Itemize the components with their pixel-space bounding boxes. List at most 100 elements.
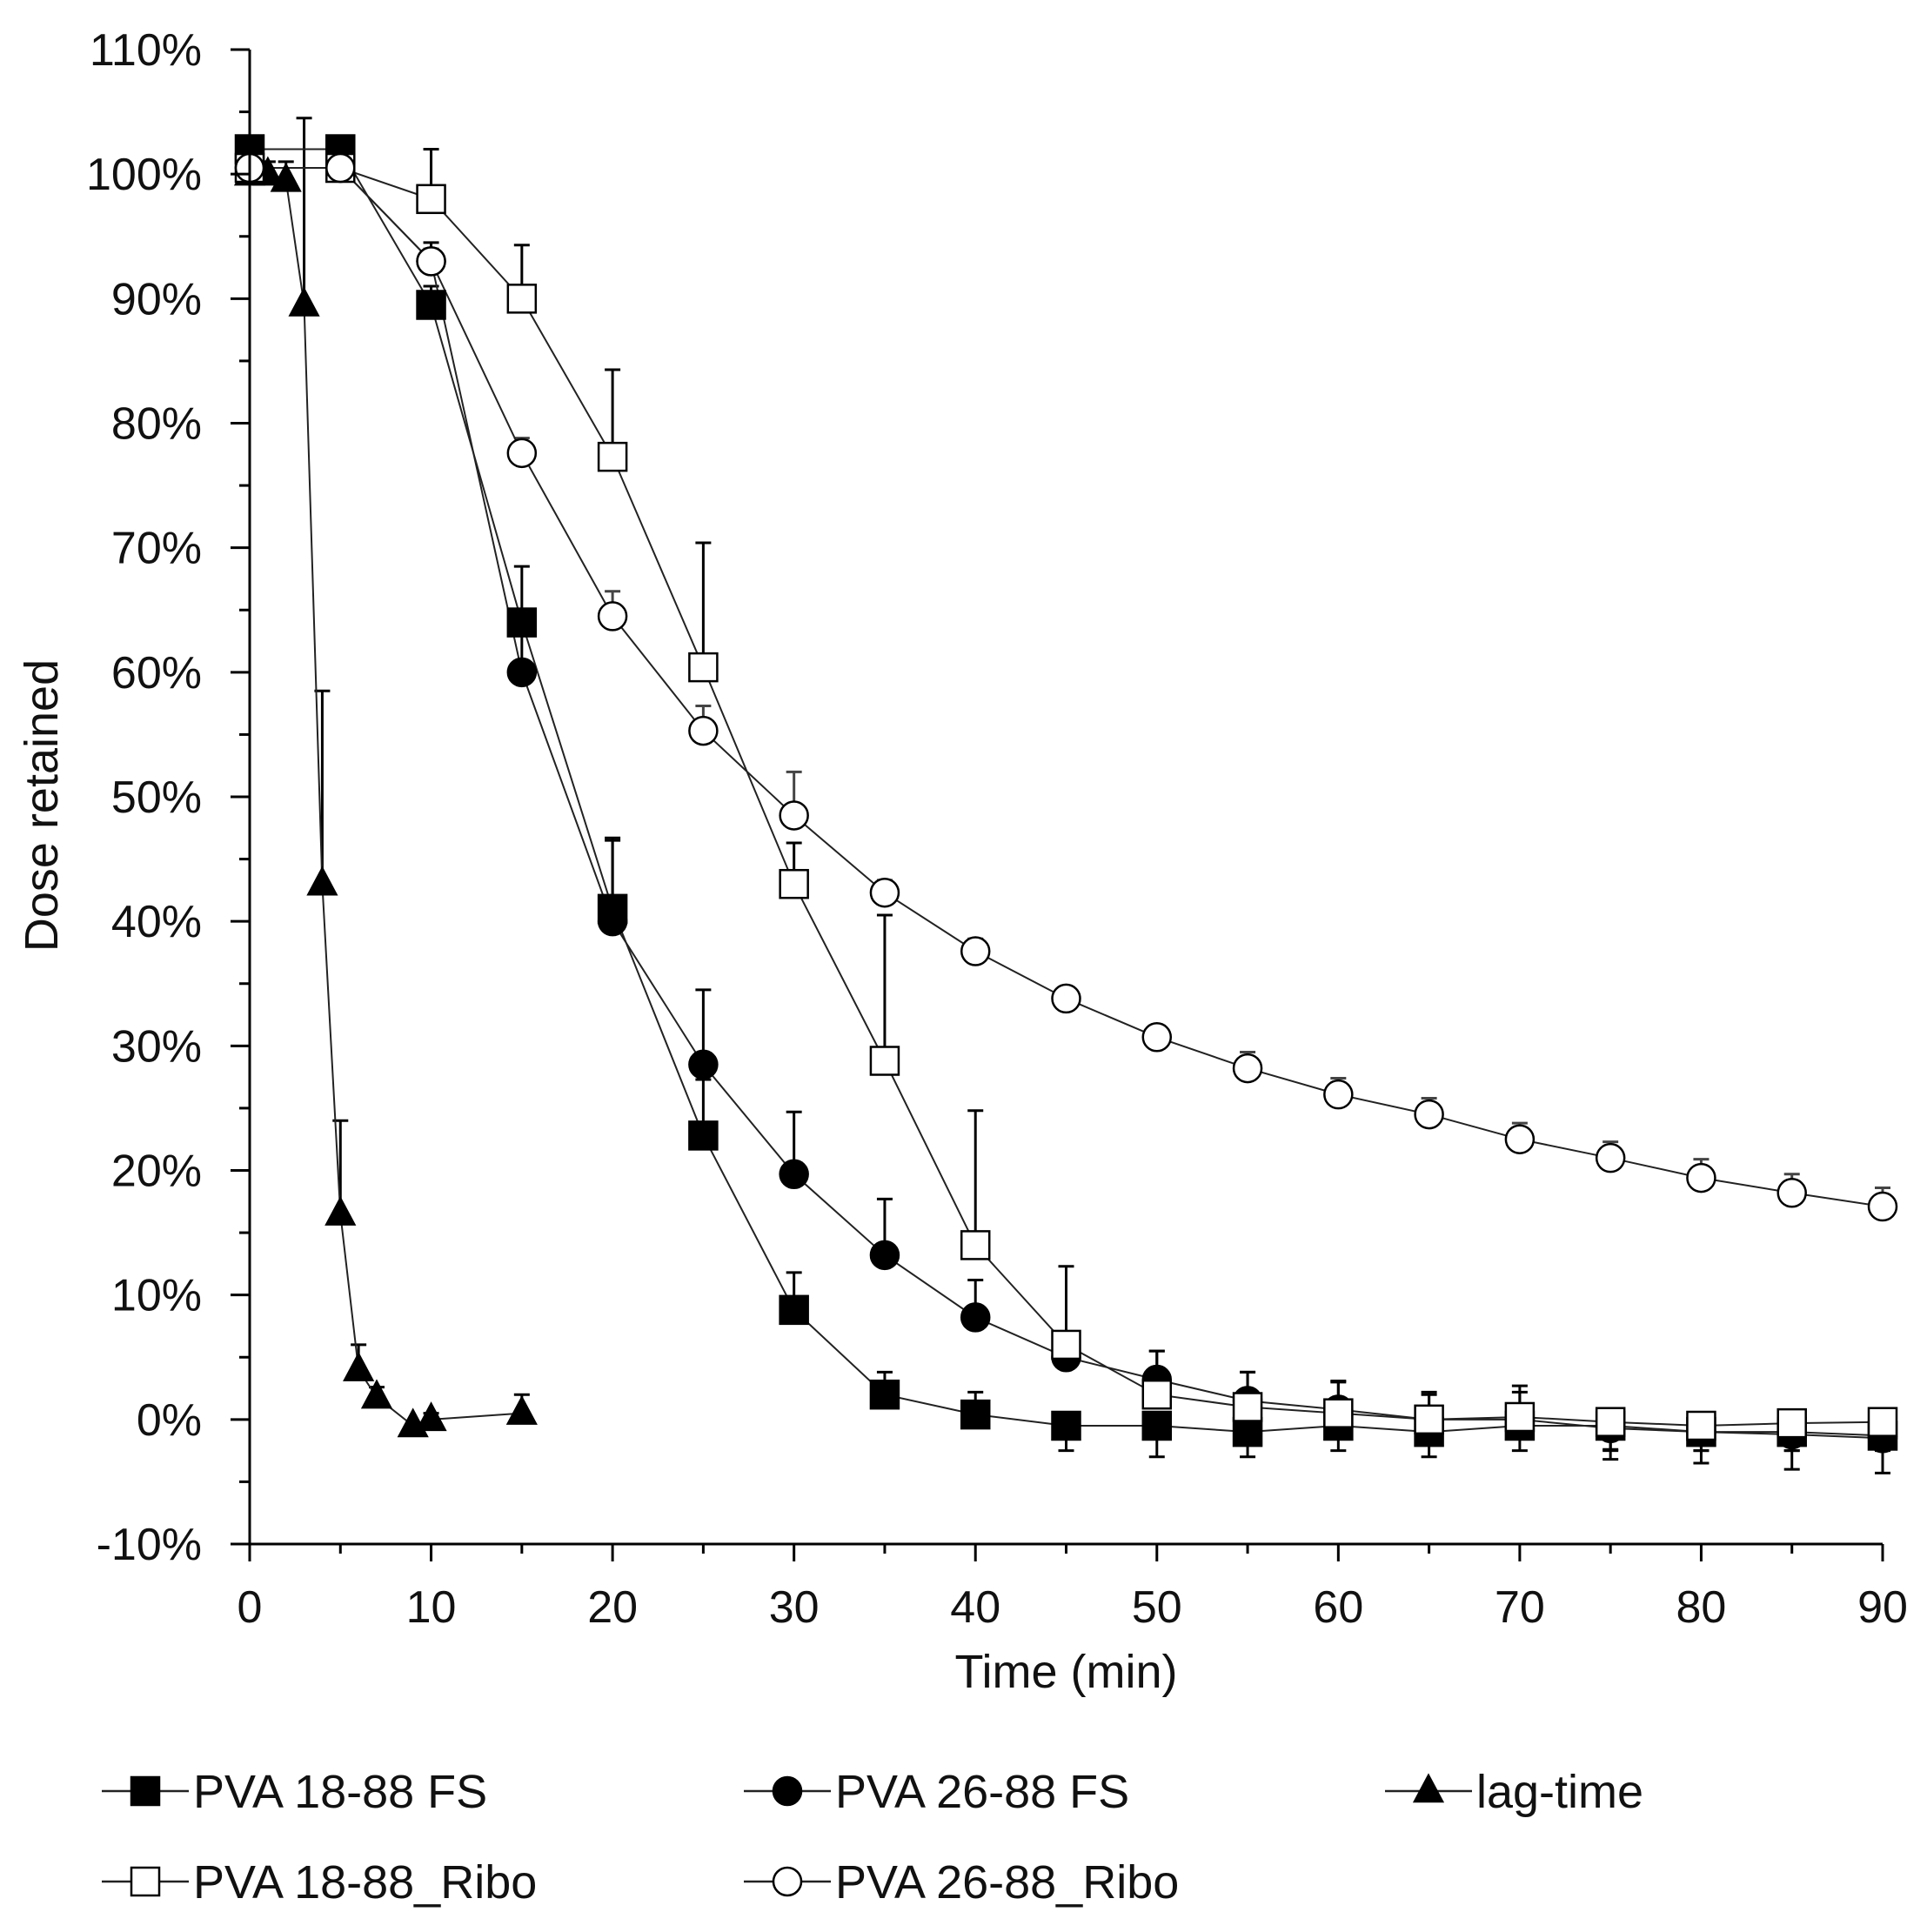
data-point [1776,1407,1807,1439]
data-point [343,1351,375,1381]
y-tick-label: -10% [97,1520,202,1570]
y-tick-label: 40% [111,897,202,947]
y-axis-title: Dose retained [16,659,68,952]
data-point [1414,1099,1444,1130]
series-markers [233,134,1898,1454]
data-point [597,441,628,472]
series-lines [250,148,1884,1440]
data-point [688,652,719,683]
x-tick-label: 30 [769,1582,820,1633]
data-point [688,1049,719,1080]
data-point [597,601,628,632]
x-tick-label: 0 [238,1582,263,1633]
legend-label: PVA 18-88_Ribo [193,1856,537,1909]
series-line [250,148,1884,1437]
data-point [1323,1079,1354,1110]
data-point [1595,1142,1626,1173]
data-point [960,1302,991,1333]
y-tick-label: 70% [111,524,202,574]
y-tick-label: 100% [86,150,202,200]
data-point [1776,1178,1807,1208]
data-point [1051,1410,1081,1441]
data-point [779,1294,809,1326]
data-point [960,936,991,966]
legend-item: PVA 18-88 FS [102,1766,487,1818]
y-tick-label: 50% [111,772,202,823]
y-tick-label: 60% [111,648,202,699]
y-tick-label: 110% [90,25,202,76]
legend-item: PVA 26-88 FS [744,1766,1129,1818]
x-tick-label: 50 [1132,1582,1182,1633]
series-line [250,173,522,1427]
data-point [1867,1407,1898,1437]
data-point [1867,1191,1898,1222]
data-point [960,1230,991,1260]
data-point [597,906,628,937]
data-point [1323,1398,1354,1428]
data-point [415,1401,447,1432]
y-tick-label: 30% [111,1021,202,1072]
legend-label: PVA 18-88 FS [193,1766,487,1818]
data-point [688,715,719,746]
data-point [1051,983,1081,1014]
legend: PVA 18-88 FS PVA 26-88 FS lag-time PVA 18-8… [102,1766,1643,1909]
data-point [506,284,538,314]
error-bars [242,117,1890,1474]
x-axis-title: Time (min) [955,1646,1178,1698]
data-point [688,1120,719,1151]
data-point [1595,1407,1626,1437]
x-tick-label: 10 [406,1582,457,1633]
data-point [270,162,302,192]
data-point [1504,1401,1536,1433]
y-tick-label: 80% [111,399,202,450]
data-point [1686,1162,1716,1193]
data-point [1686,1410,1716,1441]
x-tick-label: 80 [1676,1582,1727,1633]
data-point [779,800,809,831]
x-tick-label: 20 [587,1582,638,1633]
data-point [506,607,538,638]
data-point [1232,1053,1263,1084]
data-point [1232,1416,1263,1447]
data-point [506,438,538,469]
series-line [250,167,1884,1427]
legend-item: lag-time [1385,1766,1643,1818]
data-point [306,866,338,896]
y-tick-label: 0% [137,1395,202,1446]
data-point [1051,1329,1081,1360]
data-point [779,868,809,899]
x-tick-label: 90 [1857,1582,1908,1633]
data-point [325,152,356,184]
y-tick-label: 10% [111,1271,202,1321]
data-point [869,1240,900,1271]
series-line [250,167,1884,1440]
axes: -10% 0% 10% 20% 30% 40% 50% 60% 70% 80% 90% 100% 110… [86,25,1908,1633]
legend-label: PVA 26-88_Ribo [835,1856,1179,1909]
legend-item: PVA 18-88_Ribo [102,1856,537,1909]
x-tick-label: 60 [1313,1582,1363,1633]
legend-label: PVA 26-88 FS [835,1766,1129,1818]
legend-marker [772,1866,803,1897]
data-point [869,1046,900,1076]
data-point [869,877,900,908]
legend-marker [772,1775,803,1807]
data-point [1504,1124,1536,1154]
legend-item: PVA 26-88_Ribo [744,1856,1179,1909]
x-ticks: 0 10 20 30 40 50 60 70 80 90 [238,1544,1908,1633]
data-point [288,286,320,317]
x-tick-label: 40 [950,1582,1000,1633]
data-point [416,290,446,320]
legend-marker [130,1866,161,1897]
data-point [779,1159,809,1190]
data-point [1141,1022,1173,1053]
data-point [1414,1404,1444,1435]
data-point [360,1379,393,1409]
x-tick-label: 70 [1495,1582,1545,1633]
y-ticks: -10% 0% 10% 20% 30% 40% 50% 60% 70% 80% 90% 100% 110… [86,25,250,1570]
data-point [960,1399,991,1430]
data-point [505,1395,538,1425]
y-tick-label: 20% [111,1146,202,1197]
data-point [1232,1392,1263,1422]
series-line [250,167,1884,1208]
